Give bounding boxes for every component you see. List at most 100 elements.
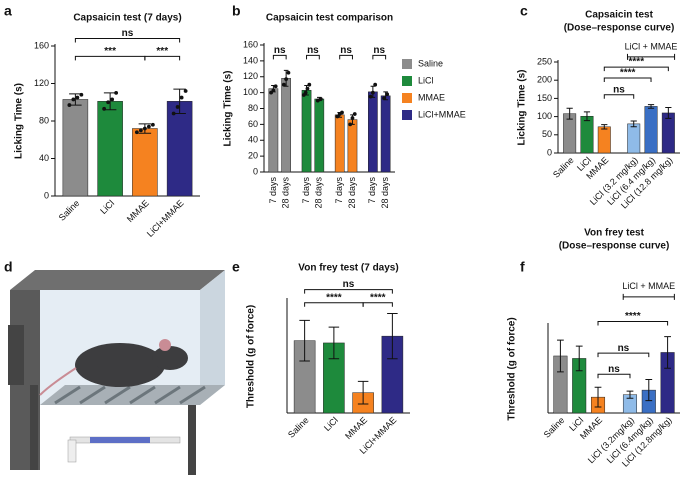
group-label: LiCl + MMAE <box>625 41 678 51</box>
significance-label: ns <box>608 364 620 375</box>
data-point <box>110 97 115 102</box>
data-point <box>75 95 80 100</box>
significance-label: **** <box>620 68 636 79</box>
significance-label: **** <box>625 311 641 322</box>
bar <box>132 128 158 197</box>
error-bar <box>583 111 591 122</box>
data-point <box>269 90 273 95</box>
x-tick-label: MMAE <box>125 198 151 224</box>
mouse-ear <box>159 339 171 351</box>
data-point <box>368 94 373 99</box>
data-point <box>134 130 139 135</box>
y-tick-label: 160 <box>243 39 258 49</box>
significance-label: ns <box>373 45 385 56</box>
leg <box>30 385 38 470</box>
bar <box>661 112 675 154</box>
error-bar <box>328 326 340 360</box>
significance-bracket <box>362 302 393 307</box>
chart-title: Von frey test <box>584 228 644 239</box>
x-tick-label: 28 days <box>380 177 390 209</box>
x-tick-label: 28 days <box>281 177 291 209</box>
x-tick-label: MMAE <box>343 415 369 441</box>
data-point <box>271 88 276 93</box>
mouse-tail <box>39 367 77 396</box>
probe-light <box>90 437 150 443</box>
chart-title: Capsaicin test comparison <box>266 13 393 24</box>
data-point <box>114 90 119 95</box>
y-axis-label: Threshold (g of force) <box>507 317 518 420</box>
bar <box>627 123 641 154</box>
significance-label: ns <box>613 84 625 95</box>
error-bar <box>357 380 369 405</box>
x-tick-label: 7 days <box>334 177 344 204</box>
legend-label: Saline <box>418 58 443 68</box>
bar <box>314 98 325 173</box>
probe-tip <box>67 439 77 463</box>
bar <box>580 115 594 154</box>
x-tick-label: LiCl+MMAE <box>145 198 186 239</box>
data-point <box>273 84 278 89</box>
legend-label: MMAE <box>418 92 445 102</box>
data-point <box>175 105 180 109</box>
x-tick-label: 7 days <box>268 177 278 204</box>
x-tick-label: 28 days <box>314 177 324 209</box>
data-point <box>315 98 320 103</box>
significance-bracket <box>603 94 635 99</box>
error-bar <box>626 390 634 399</box>
legend-swatch <box>402 59 412 69</box>
post <box>8 325 24 385</box>
significance-label: **** <box>326 292 342 303</box>
y-axis-label: Licking Time (s) <box>517 70 528 146</box>
data-point <box>146 124 151 129</box>
error-bar <box>594 386 602 408</box>
data-point <box>179 95 184 100</box>
data-point <box>106 100 111 105</box>
bar <box>281 78 291 173</box>
data-point <box>307 82 312 87</box>
bar <box>380 95 391 173</box>
data-point <box>335 114 340 119</box>
legend-label: LiCl <box>418 75 434 85</box>
significance-bracket <box>304 289 393 294</box>
panel-letter: e <box>232 259 240 275</box>
x-tick-label: Saline <box>57 198 82 223</box>
significance-bracket <box>144 55 181 61</box>
data-point <box>382 96 386 101</box>
y-axis-label: Licking Time (s) <box>14 83 25 159</box>
y-tick-label: 0 <box>253 166 258 176</box>
significance-bracket <box>306 54 320 60</box>
y-tick-label: 0 <box>44 190 49 200</box>
illustration: d <box>4 259 225 475</box>
data-point <box>183 89 188 93</box>
bar <box>268 88 279 173</box>
legend-swatch <box>402 76 412 86</box>
y-tick-label: 50 <box>542 129 552 139</box>
significance-label: **** <box>629 57 645 68</box>
data-point <box>303 90 308 95</box>
panel-letter: b <box>232 3 241 19</box>
error-bar <box>664 336 671 369</box>
significance-bracket <box>603 77 652 83</box>
data-point <box>350 116 355 120</box>
chart-title: Capsaicin test (7 days) <box>73 13 181 24</box>
error-bar <box>557 339 564 373</box>
bar <box>97 101 123 197</box>
legend-swatch <box>402 110 412 120</box>
x-tick-label: LiCl <box>322 415 340 433</box>
data-point <box>138 128 143 133</box>
significance-bracket <box>272 54 287 60</box>
data-point <box>318 97 323 101</box>
significance-label: ns <box>274 45 286 56</box>
legend-label: LiCl+MMAE <box>418 109 466 119</box>
y-tick-label: 140 <box>243 55 258 65</box>
y-tick-label: 40 <box>248 135 258 145</box>
bar <box>347 119 358 173</box>
panel-letter: a <box>4 3 12 19</box>
data-point <box>370 90 375 95</box>
data-point <box>171 111 176 116</box>
group-bracket <box>622 293 675 300</box>
y-tick-label: 0 <box>547 147 552 157</box>
x-tick-label: Saline <box>551 155 576 180</box>
y-tick-label: 250 <box>537 56 552 66</box>
panel-letter: c <box>520 3 528 19</box>
